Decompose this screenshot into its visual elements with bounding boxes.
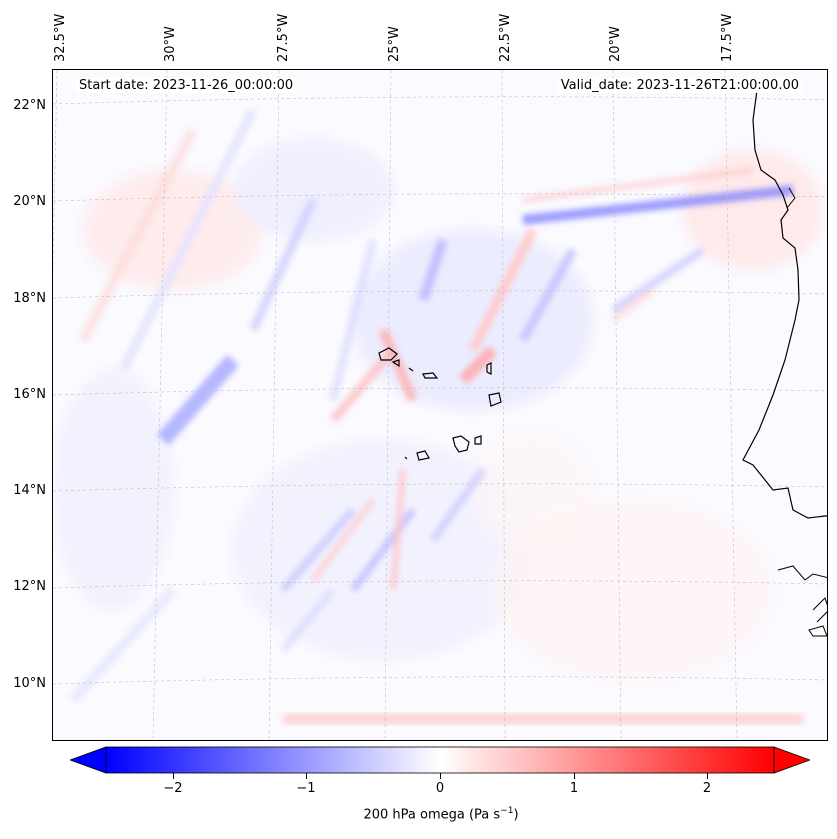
lat-label-16n: 16°N (13, 387, 46, 402)
colorbar-label-close: ) (513, 807, 519, 823)
colorbar (70, 746, 810, 774)
lon-label-25w: 25°W (387, 26, 402, 62)
colorbar-label-exponent: −1 (500, 806, 514, 816)
lon-label-20w: 20°W (608, 26, 623, 62)
omega-field-svg (53, 70, 827, 740)
africa-coastline (742, 89, 827, 519)
colorbar-tick-label: 2 (702, 781, 712, 796)
colorbar-label-main: 200 hPa omega (Pa s (363, 807, 501, 823)
coast-detail (786, 187, 796, 209)
colorbar-tick-mark (440, 773, 441, 779)
valid-date-text: Valid_date: 2023-11-26T21:00:00.00 (556, 78, 803, 93)
colorbar-tick-mark (707, 773, 708, 779)
start-date-text: Start date: 2023-11-26_00:00:00 (75, 78, 298, 93)
boundary-band (283, 714, 803, 724)
colorbar-tick-label: 0 (435, 781, 445, 796)
cape-verde-islands (378, 347, 502, 461)
colorbar-label: 200 hPa omega (Pa s−1) (0, 806, 837, 822)
coast-guinea (777, 565, 827, 581)
colorbar-tick-label: −2 (163, 781, 183, 796)
lon-label-30w: 30°W (163, 26, 178, 62)
colorbar-tick-mark (173, 773, 174, 779)
colorbar-max-arrow (773, 746, 810, 774)
coast-islands (812, 597, 827, 623)
lon-label-17-5w: 17.5°W (720, 13, 735, 62)
lat-label-14n: 14°N (13, 483, 46, 498)
colorbar-gradient (105, 746, 775, 774)
omega-broad-patches (53, 140, 823, 680)
lat-label-12n: 12°N (13, 579, 46, 594)
lat-label-10n: 10°N (13, 676, 46, 691)
colorbar-tick-label: −1 (296, 781, 316, 796)
colorbar-tick-mark (306, 773, 307, 779)
coast-island-2 (808, 625, 827, 637)
lat-label-22n: 22°N (13, 98, 46, 113)
lon-label-22-5w: 22.5°W (498, 13, 513, 62)
omega-streaks (69, 107, 794, 704)
omega-map[interactable]: Start date: 2023-11-26_00:00:00 Valid_da… (52, 69, 828, 741)
gridlines (53, 70, 827, 740)
lon-label-27-5w: 27.5°W (276, 13, 291, 62)
lon-label-32-5w: 32.5°W (53, 13, 68, 62)
colorbar-min-arrow (70, 746, 107, 774)
lat-label-20n: 20°N (13, 194, 46, 209)
colorbar-tick-label: 1 (569, 781, 579, 796)
lat-label-18n: 18°N (13, 291, 46, 306)
colorbar-tick-mark (574, 773, 575, 779)
